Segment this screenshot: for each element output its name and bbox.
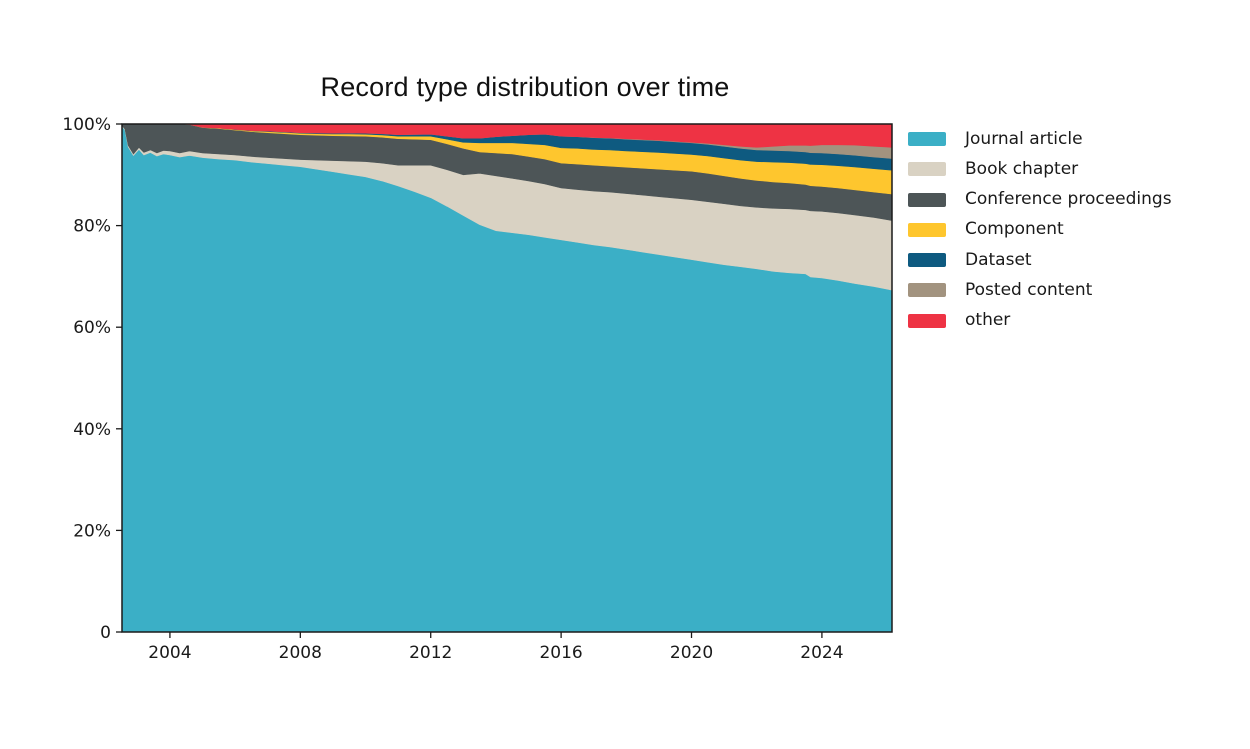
legend-swatch: [908, 313, 946, 328]
y-tick-label: 60%: [73, 318, 111, 338]
x-tick-label: 2004: [148, 643, 191, 663]
x-tick-label: 2020: [670, 643, 713, 663]
legend-swatch: [908, 162, 946, 177]
legend-swatch: [908, 283, 946, 298]
x-tick-label: 2008: [279, 643, 322, 663]
y-tick-label: 0: [100, 623, 111, 643]
legend-item-posted-content: Posted content: [908, 279, 1172, 300]
legend-item-book-chapter: Book chapter: [908, 158, 1172, 179]
legend-item-component: Component: [908, 219, 1172, 240]
legend-label: other: [965, 310, 1011, 331]
legend-swatch: [908, 253, 946, 268]
legend-item-dataset: Dataset: [908, 249, 1172, 270]
y-tick-label: 40%: [73, 420, 111, 440]
legend-item-conference-proceedings: Conference proceedings: [908, 189, 1172, 210]
x-tick-label: 2012: [409, 643, 452, 663]
legend-label: Book chapter: [965, 158, 1079, 179]
legend-swatch: [908, 132, 946, 146]
legend-item-journal-article: Journal article: [908, 128, 1172, 149]
x-tick-label: 2024: [800, 643, 843, 663]
y-tick-label: 100%: [62, 115, 111, 135]
legend-label: Journal article: [965, 128, 1083, 149]
legend-label: Component: [965, 219, 1064, 240]
y-tick-label: 20%: [73, 521, 111, 541]
y-tick-label: 80%: [73, 217, 111, 237]
plot-border: [121, 123, 893, 633]
chart-title: Record type distribution over time: [320, 72, 730, 102]
legend-label: Conference proceedings: [965, 189, 1172, 210]
legend-label: Posted content: [965, 279, 1093, 300]
legend-swatch: [908, 192, 946, 207]
x-tick-label: 2016: [539, 643, 582, 663]
legend-label: Dataset: [965, 249, 1032, 270]
legend-item-other: other: [908, 310, 1172, 331]
legend-swatch: [908, 222, 946, 237]
chart-legend: Journal article Book chapter Conference pr…: [908, 128, 1172, 344]
